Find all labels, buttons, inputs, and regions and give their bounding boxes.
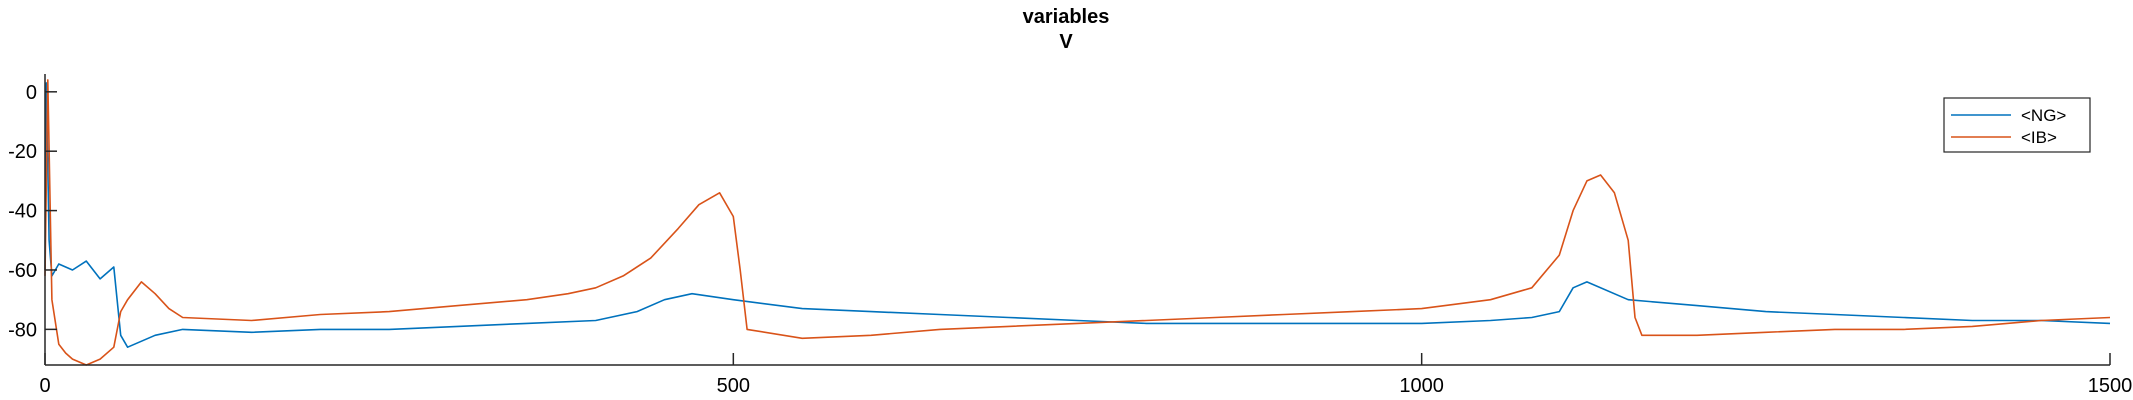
- series-line-ib: [44, 79, 2111, 366]
- y-ticks: 0 -20 -40 -60 -80: [8, 82, 57, 341]
- chart-subtitle: V: [1059, 31, 1073, 53]
- series-line-ng: [44, 82, 2111, 349]
- x-tick-label: 1500: [2088, 375, 2133, 397]
- x-ticks: 0 500 1000 1500: [39, 353, 2132, 397]
- legend: <NG> <IB>: [1943, 97, 2091, 153]
- x-tick-label: 1000: [1399, 375, 1444, 397]
- legend-box: [1943, 97, 2091, 153]
- x-tick-label: 0: [39, 375, 50, 397]
- y-tick-label: -40: [8, 201, 37, 223]
- y-tick-label: -80: [8, 319, 37, 341]
- legend-label-ng: <NG>: [2021, 106, 2066, 125]
- y-tick-label: 0: [26, 82, 37, 104]
- chart-title: variables: [1023, 6, 1110, 28]
- series-layer: [44, 79, 2111, 366]
- x-tick-label: 500: [717, 375, 750, 397]
- y-tick-label: -60: [8, 260, 37, 282]
- plot-area: 0 500 1000 1500 0 -20 -40 -60 -80: [8, 74, 2132, 397]
- y-tick-label: -20: [8, 141, 37, 163]
- legend-label-ib: <IB>: [2021, 128, 2057, 147]
